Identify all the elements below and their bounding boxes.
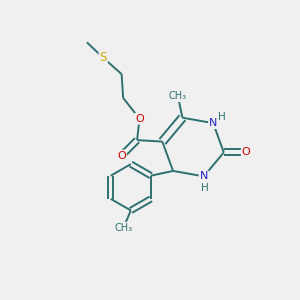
Text: S: S xyxy=(100,51,107,64)
Text: N: N xyxy=(200,171,208,182)
Text: CH₃: CH₃ xyxy=(169,91,187,101)
Text: H: H xyxy=(201,183,209,193)
Text: CH₃: CH₃ xyxy=(114,223,133,233)
Text: O: O xyxy=(242,147,250,158)
Text: O: O xyxy=(135,114,144,124)
Text: N: N xyxy=(209,118,217,128)
Text: O: O xyxy=(117,151,126,160)
Text: H: H xyxy=(218,112,226,122)
